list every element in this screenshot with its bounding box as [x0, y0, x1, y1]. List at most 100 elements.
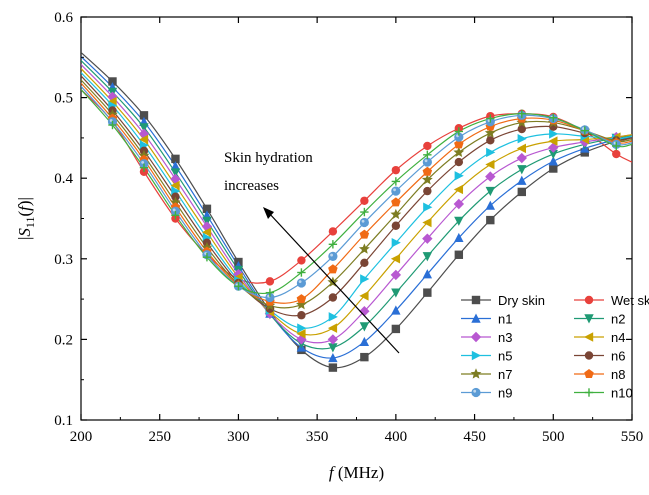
y-tick-label: 0.6 [54, 10, 73, 26]
data-point-dry-skin [139, 111, 149, 120]
x-tick-label: 450 [463, 429, 486, 445]
x-tick-label: 400 [385, 429, 408, 445]
data-point-n5 [423, 202, 433, 212]
data-point-n10 [297, 268, 306, 277]
y-axis-title-part: S [15, 228, 34, 237]
data-point-n10 [549, 113, 558, 122]
y-axis-title-part: f [15, 204, 34, 211]
x-axis-title-var: f [329, 463, 336, 482]
data-point-n5 [549, 129, 559, 139]
legend-label-n8: n8 [611, 367, 625, 382]
data-point-dry-skin [549, 164, 558, 173]
data-point-n3 [453, 198, 465, 210]
data-point-dry-skin [202, 204, 212, 214]
data-point-n10 [360, 207, 369, 217]
data-point-n3 [390, 269, 402, 281]
legend-marker-n6 [584, 351, 594, 360]
data-point-n10 [328, 240, 338, 249]
data-point-n2 [391, 288, 401, 298]
data-point-dry-skin [391, 324, 401, 334]
data-point-n7 [295, 299, 307, 310]
data-point-n9-highlight [172, 208, 176, 212]
data-point-n5 [360, 274, 370, 284]
data-point-n3 [485, 171, 496, 182]
legend-marker-n7 [470, 368, 482, 379]
data-point-n5 [328, 312, 338, 322]
data-point-n6 [423, 186, 432, 196]
legend-marker-n5 [471, 350, 481, 361]
data-point-n4 [548, 136, 558, 146]
y-tick-label: 0.2 [54, 332, 73, 348]
data-point-wet-skin [297, 256, 306, 265]
data-point-n10 [486, 114, 495, 123]
data-point-n6 [360, 258, 369, 268]
data-point-n1 [454, 232, 464, 243]
data-point-n4 [327, 323, 338, 333]
data-point-n2 [202, 216, 212, 226]
data-point-n9-highlight [141, 160, 145, 164]
data-point-n9 [422, 157, 432, 167]
data-point-n4 [359, 291, 369, 301]
data-point-n3 [107, 91, 118, 102]
legend-marker-n8 [584, 369, 594, 379]
data-point-n4 [170, 180, 180, 191]
data-point-n5 [454, 171, 464, 181]
plot-area [80, 16, 633, 421]
data-point-n9-highlight [361, 219, 365, 223]
data-point-n2 [548, 149, 558, 160]
data-point-n1 [391, 305, 401, 315]
data-point-wet-skin [423, 141, 432, 151]
data-point-n1 [170, 161, 181, 171]
data-point-n6 [486, 136, 495, 145]
data-point-n5 [486, 147, 496, 158]
data-point-n3 [422, 233, 433, 244]
legend-marker-n9-highlight [473, 389, 477, 393]
data-point-n6 [454, 157, 464, 167]
data-point-n10 [265, 288, 275, 297]
data-point-wet-skin [265, 277, 275, 286]
data-point-n1 [359, 336, 370, 347]
data-point-wet-skin [328, 227, 338, 236]
data-point-n8 [454, 139, 464, 149]
data-point-n10 [202, 252, 212, 262]
data-point-n6 [391, 221, 401, 230]
data-point-n2 [517, 165, 527, 175]
data-point-n4 [453, 184, 464, 195]
y-tick-label: 0.3 [54, 252, 73, 268]
data-point-n9-highlight [298, 280, 302, 284]
data-point-n9 [391, 186, 401, 196]
y-axis-title-part: ( [15, 211, 34, 217]
data-point-n9 [296, 278, 306, 288]
x-tick-label: 550 [621, 429, 644, 445]
data-point-n4 [138, 134, 149, 145]
plot-frame [80, 16, 633, 421]
y-axis-title-part: 11 [23, 217, 37, 229]
data-point-n9 [359, 217, 369, 228]
data-point-n4 [390, 254, 401, 264]
data-point-n10 [108, 120, 117, 130]
data-point-n3 [327, 334, 339, 345]
legend-label-n5: n5 [498, 349, 512, 364]
data-point-n9 [265, 292, 275, 303]
data-point-dry-skin [454, 250, 464, 259]
data-point-n6 [297, 311, 306, 320]
x-tick-label: 200 [70, 429, 93, 445]
data-point-n10 [391, 177, 401, 186]
data-point-n8 [296, 294, 307, 304]
data-point-n2 [422, 252, 433, 262]
legend-marker-wet-skin [584, 295, 594, 305]
data-point-n10 [423, 150, 432, 160]
annotation: Skin hydration increases [224, 150, 400, 354]
data-point-n4 [485, 159, 495, 170]
legend-label-n3: n3 [498, 330, 512, 345]
data-point-dry-skin [423, 288, 432, 297]
data-point-n10 [580, 126, 589, 135]
data-point-n7 [358, 243, 370, 254]
x-tick-label: 500 [542, 429, 565, 445]
data-point-n1 [517, 175, 527, 185]
y-tick-label: 0.5 [54, 91, 73, 107]
legend-label-dry-skin: Dry skin [498, 293, 545, 308]
data-point-n9-highlight [424, 159, 428, 163]
data-point-n5 [391, 237, 401, 248]
data-point-wet-skin [391, 165, 401, 175]
